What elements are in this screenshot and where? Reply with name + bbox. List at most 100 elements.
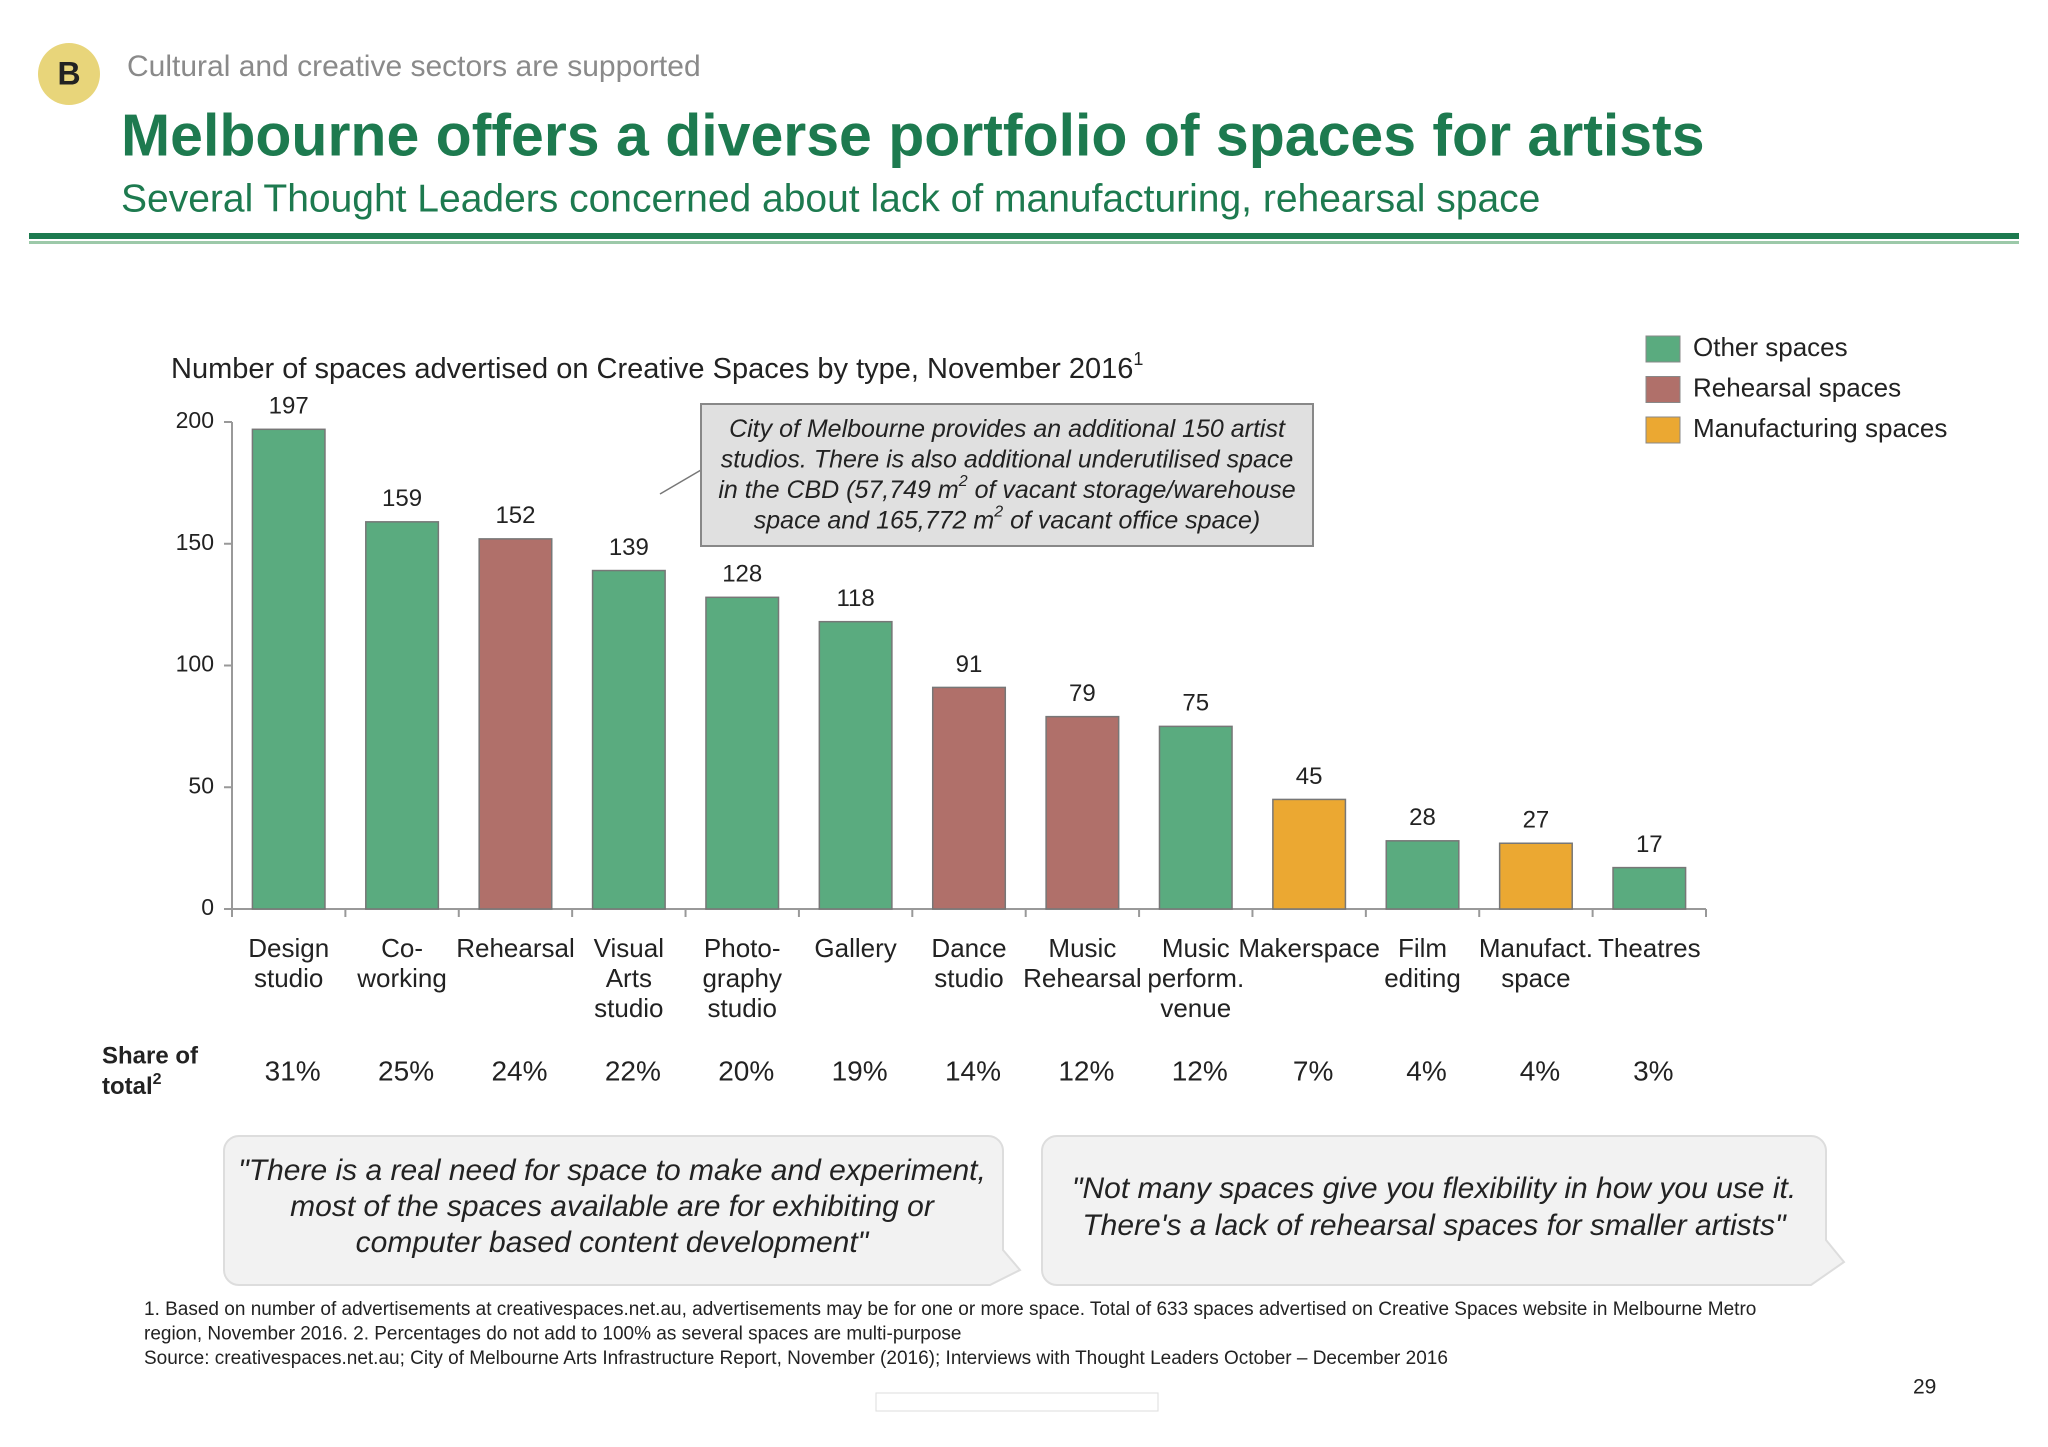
value-label: 91: [956, 651, 983, 678]
x-tick-label: studio: [594, 993, 663, 1023]
footnote: region, November 2016. 2. Percentages do…: [144, 1324, 961, 1345]
page-number: 29: [1913, 1376, 1936, 1399]
footnote: Source: creativespaces.net.au; City of M…: [144, 1348, 1448, 1369]
x-tick-label: working: [356, 963, 447, 993]
x-tick-label: Design: [248, 933, 329, 963]
bar: [365, 521, 440, 910]
share-value: 22%: [605, 1055, 661, 1086]
x-tick-label: studio: [254, 963, 323, 993]
subtitle: Several Thought Leaders concerned about …: [121, 177, 1540, 220]
x-tick-label: Film: [1398, 933, 1447, 963]
x-tick-label: Dance: [931, 933, 1006, 963]
section: Cultural and creative sectors are suppor…: [127, 50, 701, 83]
footnote-ref: 2: [153, 1071, 162, 1088]
rule: [29, 241, 2019, 244]
x-tick-label: Gallery: [814, 933, 896, 963]
bar: [1498, 842, 1573, 910]
y-tick-label: 150: [176, 529, 214, 555]
callout-segment: studios. There is also additional underu…: [721, 445, 1294, 473]
bar: [1612, 866, 1687, 910]
value-label: 118: [836, 585, 874, 612]
x-tick-label: graphy: [702, 963, 782, 993]
quote-text: most of the spaces available are for exh…: [290, 1190, 935, 1223]
bar: [1385, 840, 1460, 910]
legend-swatch: [1645, 416, 1681, 444]
legend-swatch: [1645, 335, 1681, 363]
rule: [29, 233, 2019, 239]
share-value: 25%: [378, 1055, 434, 1086]
bar: [1158, 725, 1233, 910]
x-tick-label: Rehearsal: [456, 933, 575, 963]
x-tick-label: Rehearsal: [1023, 963, 1142, 993]
callout-box: [700, 403, 1314, 547]
share-value: 3%: [1633, 1055, 1673, 1086]
callout-segment: of vacant storage/warehouse: [968, 476, 1296, 504]
bar: [591, 569, 666, 910]
footnote-ref: 1: [1133, 349, 1143, 369]
share-label: total2: [102, 1071, 162, 1100]
share-value: 24%: [491, 1055, 547, 1086]
y-tick-label: 100: [176, 651, 214, 677]
value-label: 128: [722, 561, 762, 588]
bar: [1045, 715, 1120, 910]
x-tick-label: Photo-: [704, 933, 781, 963]
x-tick-label: Co-: [381, 933, 423, 963]
x-tick-label: Music: [1048, 933, 1116, 963]
value-label: 28: [1409, 804, 1436, 831]
footnote: 1. Based on number of advertisements at …: [144, 1299, 1756, 1320]
share-value: 4%: [1406, 1055, 1446, 1086]
x-tick-label: studio: [708, 993, 777, 1023]
legend-label: Manufacturing spaces: [1693, 413, 1947, 443]
value-label: 197: [269, 393, 309, 420]
share-value: 4%: [1520, 1055, 1560, 1086]
bar: [818, 620, 893, 910]
y-tick-label: 0: [201, 894, 214, 920]
callout-pointer: [659, 469, 702, 495]
share-value: 7%: [1293, 1055, 1333, 1086]
callout-segment: space and 165,772 m: [754, 506, 994, 534]
value-label: 139: [609, 534, 649, 561]
share-value: 12%: [1058, 1055, 1114, 1086]
callout-segment: in the CBD (57,749 m: [718, 476, 958, 504]
bar: [478, 538, 553, 910]
title: Melbourne offers a diverse portfolio of …: [121, 103, 1705, 169]
quote-bubble: [1041, 1135, 1846, 1286]
x-tick-label: space: [1501, 963, 1570, 993]
bar: [705, 596, 780, 910]
quote-bubble: [223, 1135, 1022, 1286]
share-value: 12%: [1172, 1055, 1228, 1086]
value-label: 17: [1636, 831, 1663, 858]
x-tick-label: Makerspace: [1238, 933, 1380, 963]
badge-text: B: [57, 55, 80, 91]
bar: [1272, 798, 1347, 910]
superscript: 2: [993, 504, 1003, 521]
legend-swatch: [1645, 376, 1681, 403]
chart-title: Number of spaces advertised on Creative …: [171, 349, 1143, 385]
x-tick-label: Theatres: [1598, 933, 1701, 963]
quote-text: "There is a real need for space to make …: [238, 1154, 986, 1187]
x-tick-label: perform.: [1147, 963, 1244, 993]
y-tick-label: 50: [188, 772, 214, 798]
value-label: 27: [1523, 807, 1550, 834]
callout-text: space and 165,772 m2 of vacant office sp…: [754, 504, 1260, 534]
legend-label: Other spaces: [1693, 332, 1848, 362]
x-tick-label: Arts: [606, 963, 652, 993]
share-value: 14%: [945, 1055, 1001, 1086]
x-tick-label: studio: [934, 963, 1003, 993]
share-label-text: total: [102, 1073, 153, 1100]
chart-title-text: Number of spaces advertised on Creative …: [171, 353, 1133, 385]
quote-text: There's a lack of rehearsal spaces for s…: [1082, 1209, 1787, 1242]
y-tick-label: 200: [176, 407, 214, 433]
superscript: 2: [958, 473, 968, 490]
callout-text: in the CBD (57,749 m2 of vacant storage/…: [718, 473, 1295, 503]
bar: [931, 686, 1007, 910]
badge: [38, 43, 100, 105]
x-tick-label: venue: [1160, 993, 1231, 1023]
x-tick-label: Visual: [594, 933, 664, 963]
share-value: 20%: [718, 1055, 774, 1086]
callout-text: City of Melbourne provides an additional…: [729, 415, 1286, 443]
x-tick-label: editing: [1384, 963, 1461, 993]
bar: [251, 428, 326, 910]
value-label: 75: [1182, 690, 1209, 717]
